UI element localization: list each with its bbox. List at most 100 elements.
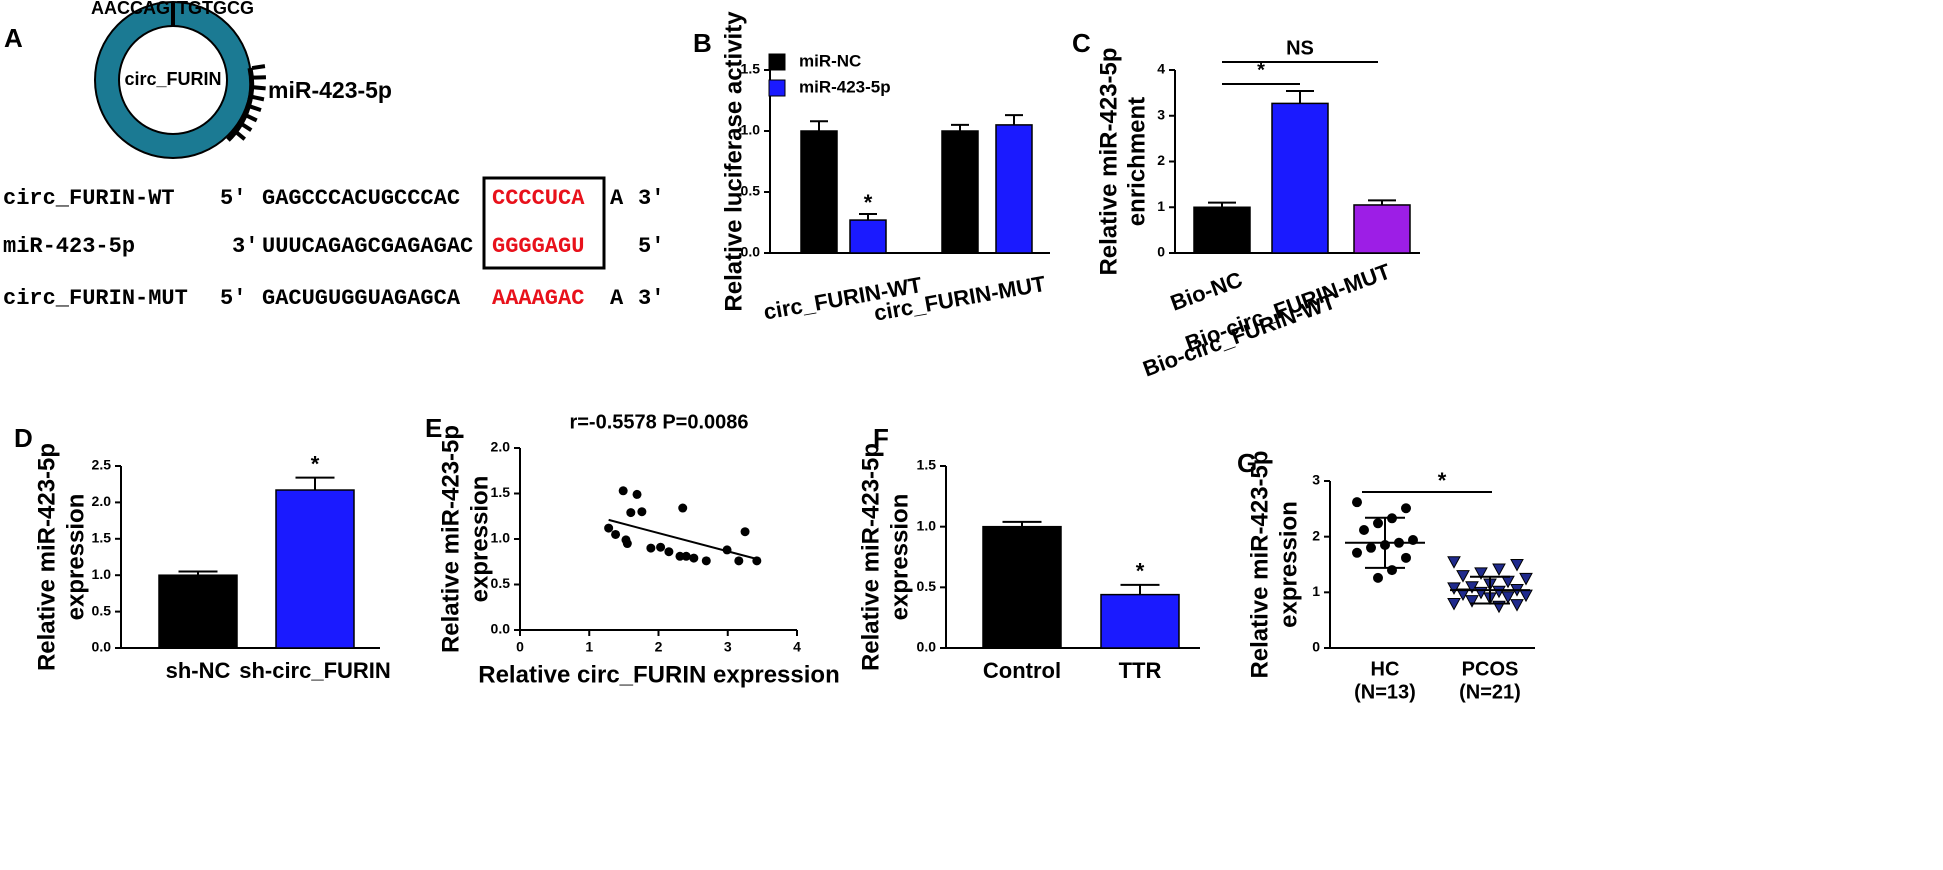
point [1359,524,1369,535]
y-axis-label: Relative miR-423-5p [33,443,60,671]
point [681,551,691,561]
sd-bar [1470,575,1510,605]
point [1401,552,1411,563]
seq-site: GGGGAGU [492,234,584,259]
x-tick-label: sh-circ_FURIN [239,658,391,683]
seq-tail: A [610,286,624,311]
y-tick-label: 0.5 [92,602,112,618]
point [626,508,636,518]
error-bar [1002,520,1042,527]
y-tick-label: 4 [1157,61,1165,77]
x-tick-label: Control [983,658,1061,683]
annotation: * [864,190,873,215]
seq-tail: A [610,186,624,211]
y-axis-label: enrichment [1123,97,1150,226]
mirna-strand [226,67,255,142]
annotation: * [1136,559,1145,584]
error-bar [1120,583,1160,595]
y-tick-label: 0 [1157,244,1165,260]
point [611,529,621,539]
point [1456,588,1470,602]
y-tick-label: 1 [1312,583,1320,599]
seq-end: 5' [220,186,246,211]
point [1447,556,1461,569]
y-tick-label: 3 [1312,472,1320,488]
bar [1193,206,1251,254]
x-tick-label: 0 [516,639,524,655]
seq-end: 3' [638,186,664,211]
y-axis-label: expression [886,494,913,621]
point [1447,582,1461,595]
point [632,489,642,499]
error-bar [1005,114,1023,125]
bar [941,130,979,254]
x-tick-label: HC [1371,658,1400,680]
point [675,551,685,561]
bar [995,124,1033,254]
panel-letter: F [873,423,889,453]
point [1510,599,1524,612]
y-tick-label: 3 [1157,106,1165,122]
point [1447,597,1461,611]
point [1352,497,1362,508]
legend-label: miR-NC [799,51,861,70]
point [1366,542,1376,553]
y-tick-label: 1.0 [491,530,511,546]
seq-site: AAAAGAC [492,286,584,311]
y-tick-label: 0.0 [491,621,511,637]
y-tick-label: 1.5 [741,61,761,77]
point [656,542,666,552]
point [678,503,688,513]
legend-label: miR-423-5p [799,77,891,96]
bar [982,525,1062,649]
mirna-label: miR-423-5p [268,77,392,103]
point [604,523,614,533]
y-tick-label: 1 [1157,198,1165,214]
error-bar [810,120,828,131]
bar [1353,204,1411,254]
mirna-pair [250,94,265,102]
site-box [482,176,606,270]
seq: UUUCAGAGCGAGAGAC [262,234,473,259]
point [618,486,628,496]
y-tick-label: 0.0 [917,639,937,655]
y-axis-label: Relative luciferase activity [720,11,747,312]
y-axis-label: Relative miR-423-5p [1095,47,1122,275]
y-tick-label: 2 [1312,527,1320,543]
seq: GACUGUGGUAGAGCA [262,286,461,311]
group-size: (N=13) [1354,681,1416,703]
point [1519,572,1533,586]
y-axis-label: expression [466,476,493,603]
x-tick-label: PCOS [1462,658,1519,680]
sd-bar [1365,516,1405,569]
seq-name: miR-423-5p [3,234,135,259]
point [1401,503,1411,514]
x-tick-label: 1 [585,639,593,655]
panel-letter: C [1072,28,1091,58]
point [1492,563,1506,576]
y-tick-label: 1.0 [92,566,112,582]
seq-end: 3' [232,234,258,259]
ring-seq: TGTGCG [177,0,254,18]
y-tick-label: 0.5 [741,183,761,199]
bar [1271,102,1329,254]
point [1387,565,1397,576]
point [646,543,656,553]
y-tick-label: 0.5 [491,575,511,591]
mirna-pair [248,104,262,113]
error-bar [178,570,218,576]
x-tick-label: 2 [655,639,663,655]
error-bar [1368,199,1396,205]
bar [1100,593,1180,649]
point [1510,559,1524,572]
panel-letter: A [4,23,23,53]
bar [800,130,838,254]
mirna-pair [239,121,253,132]
y-axis-label: Relative miR-423-5p [1246,450,1273,678]
annotation: * [311,451,320,476]
legend-swatch [768,53,786,71]
point [1474,567,1488,580]
y-tick-label: 0.5 [917,578,937,594]
y-tick-label: 0.0 [92,639,112,655]
